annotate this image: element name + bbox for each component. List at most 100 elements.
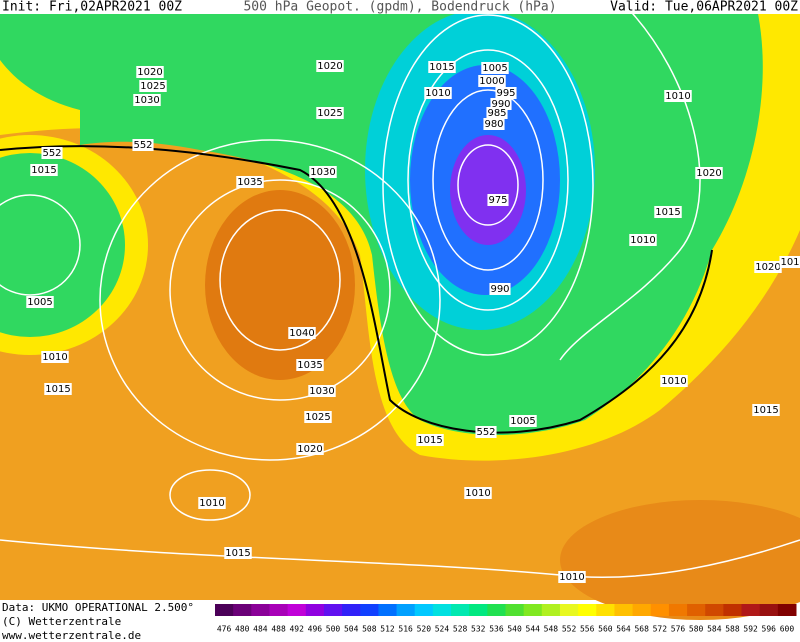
contour-label: 1025 xyxy=(305,412,330,423)
colorbar-label: 532 xyxy=(471,625,486,634)
colorbar-swatch xyxy=(723,604,743,616)
label-box xyxy=(308,385,336,397)
colorbar-label: 548 xyxy=(544,625,559,634)
colorbar-label: 536 xyxy=(489,625,504,634)
colorbar-swatch xyxy=(251,604,270,616)
colorbar-label: 596 xyxy=(762,625,777,634)
colorbar-swatch xyxy=(705,604,724,616)
label-box xyxy=(475,426,497,438)
colorbar-label: 516 xyxy=(398,625,413,634)
colorbar-swatch xyxy=(396,604,416,616)
colorbar-label: 508 xyxy=(362,625,377,634)
colorbar-swatch xyxy=(414,604,434,616)
contour-label: 980 xyxy=(484,119,503,130)
colorbar-label: 544 xyxy=(526,625,541,634)
valid-time: Valid: Tue,06APR2021 00Z xyxy=(610,0,798,15)
label-box xyxy=(752,404,780,416)
label-box xyxy=(509,415,537,427)
colorbar-swatch xyxy=(269,604,289,616)
colorbar-swatch xyxy=(505,604,525,616)
contour-label: 1015 xyxy=(31,165,56,176)
contour-label: 1015 xyxy=(225,548,250,559)
label-box xyxy=(428,61,456,73)
colorbar-label: 552 xyxy=(562,625,577,634)
label-box xyxy=(486,107,508,119)
colorbar-label: 492 xyxy=(289,625,304,634)
colorbar-label: 484 xyxy=(253,625,268,634)
contour-552 xyxy=(0,145,713,434)
contour-label: 1005 xyxy=(510,416,535,427)
label-box xyxy=(309,166,337,178)
website: www.wetterzentrale.de xyxy=(2,629,141,642)
label-box xyxy=(136,66,164,78)
contour-label: 1010 xyxy=(199,498,224,509)
contour-label: 1015 xyxy=(429,62,454,73)
purple-core xyxy=(450,135,526,245)
colorbar-label: 496 xyxy=(308,625,323,634)
colorbar-swatch xyxy=(741,604,761,616)
contour-label: 1030 xyxy=(310,167,335,178)
label-box xyxy=(660,375,688,387)
colorbar-swatch xyxy=(596,604,615,616)
colorbar-swatch xyxy=(632,604,652,616)
contour-label: 975 xyxy=(488,195,507,206)
label-box xyxy=(424,87,452,99)
colorbar-swatch xyxy=(668,604,688,616)
colorbar-swatch xyxy=(360,604,379,616)
green-low xyxy=(0,153,125,337)
label-box xyxy=(629,234,657,246)
contour-label: 1005 xyxy=(482,63,507,74)
contour-label: 1010 xyxy=(661,376,686,387)
colorbar-swatch xyxy=(523,604,543,616)
label-box xyxy=(654,206,682,218)
contour-label: 990 xyxy=(491,99,510,110)
contour-label: 1030 xyxy=(309,386,334,397)
label-box xyxy=(483,118,505,130)
contour-label: 1025 xyxy=(317,108,342,119)
label-box xyxy=(664,90,692,102)
label-box xyxy=(132,139,154,151)
contour-label: 552 xyxy=(476,427,495,438)
label-box xyxy=(236,176,264,188)
colorbar-label: 488 xyxy=(271,625,286,634)
contour-label: 1035 xyxy=(237,177,262,188)
label-box xyxy=(296,443,324,455)
colorbar-swatch xyxy=(233,604,252,616)
label-box xyxy=(41,147,63,159)
label-box xyxy=(44,383,72,395)
colorbar-label: 592 xyxy=(743,625,758,634)
colorbar-swatch xyxy=(541,604,561,616)
colorbar-label: 520 xyxy=(417,625,432,634)
label-box xyxy=(316,60,344,72)
contour-label: 1015 xyxy=(655,207,680,218)
colorbar-label: 588 xyxy=(725,625,740,634)
header-bar xyxy=(0,0,800,14)
label-box xyxy=(316,107,344,119)
contour-label: 995 xyxy=(496,88,515,99)
colorbar-swatch xyxy=(777,604,797,616)
colorbar-label: 568 xyxy=(634,625,649,634)
label-box xyxy=(478,75,506,87)
colorbar-swatch xyxy=(287,604,307,616)
colorbar-label: 580 xyxy=(689,625,704,634)
contour-label: 1025 xyxy=(140,81,165,92)
contour-label: 1010 xyxy=(465,488,490,499)
colorbar-label: 524 xyxy=(435,625,450,634)
colorbar-swatch xyxy=(432,604,452,616)
contour-label: 552 xyxy=(42,148,61,159)
map-title: 500 hPa Geopot. (gpdm), Bodendruck (hPa) xyxy=(243,0,556,15)
colorbar-swatch xyxy=(487,604,506,616)
data-source: Data: UKMO OPERATIONAL 2.500° xyxy=(2,601,194,614)
colorbar-label: 480 xyxy=(235,625,250,634)
label-box xyxy=(304,411,332,423)
colorbar-label: 564 xyxy=(616,625,631,634)
colorbar-swatch xyxy=(451,604,470,616)
label-box xyxy=(296,359,324,371)
contour-label: 1020 xyxy=(137,67,162,78)
label-box xyxy=(487,194,509,206)
contour-label: 1015 xyxy=(45,384,70,395)
contour-label: 1015 xyxy=(753,405,778,416)
label-box xyxy=(41,351,69,363)
label-box xyxy=(489,283,511,295)
